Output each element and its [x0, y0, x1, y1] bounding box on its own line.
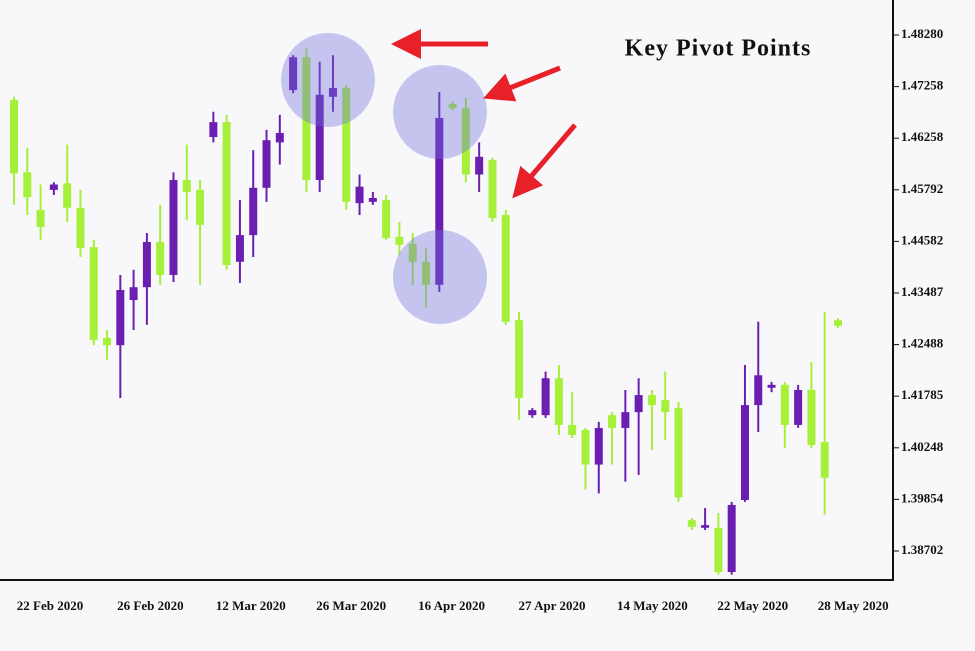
candle-body — [554, 378, 563, 425]
y-tick-label: 1.46258 — [901, 129, 944, 144]
candle-body — [116, 290, 125, 346]
x-tick-label: 12 Mar 2020 — [216, 598, 286, 613]
candle-body — [780, 384, 789, 425]
candle-body — [754, 375, 763, 406]
candle-body — [49, 184, 58, 190]
candle-body — [820, 442, 829, 478]
y-tick-label: 1.48280 — [901, 26, 943, 41]
candle-body — [608, 415, 617, 428]
candle-body — [661, 400, 670, 413]
arrows — [391, 29, 577, 199]
candle-body — [541, 378, 550, 416]
candle-body — [289, 57, 298, 91]
candle-body — [142, 241, 151, 288]
y-tick-label: 1.43487 — [901, 284, 944, 299]
candle-body — [674, 408, 683, 498]
candle-body — [488, 160, 497, 219]
candle-body — [834, 320, 842, 326]
candle-body — [740, 405, 749, 501]
candle-body — [807, 389, 816, 446]
pivot-circle — [393, 230, 487, 324]
pivot-highlights — [281, 33, 487, 324]
candle-body — [528, 410, 537, 416]
chart-title: Key Pivot Points — [625, 36, 812, 62]
x-tick-label: 22 May 2020 — [717, 598, 788, 613]
candle-body — [515, 320, 524, 399]
candle-body — [767, 384, 776, 388]
arrow — [512, 123, 577, 199]
x-tick-label: 28 May 2020 — [818, 598, 889, 613]
pivot-circle — [281, 33, 375, 127]
candle-body — [36, 209, 45, 227]
x-tick-label: 27 Apr 2020 — [519, 598, 586, 613]
candle-body — [408, 243, 417, 262]
candle-body — [568, 424, 577, 435]
candle-body — [621, 412, 630, 428]
plot-area — [10, 48, 842, 575]
x-tick-label: 26 Feb 2020 — [117, 598, 183, 613]
candle-body — [794, 389, 803, 425]
y-tick-label: 1.38702 — [901, 542, 943, 557]
candle-body — [395, 236, 404, 245]
y-tick-label: 1.44582 — [901, 232, 943, 247]
candle-body — [63, 183, 72, 208]
candle-body — [302, 57, 311, 181]
candle-body — [475, 156, 484, 175]
y-tick-label: 1.45792 — [901, 181, 943, 196]
candle-body — [435, 117, 444, 285]
candle-body — [342, 88, 351, 202]
candle-body — [23, 172, 32, 198]
candle-body — [196, 189, 205, 225]
candle-body — [10, 99, 18, 174]
candle-body — [182, 180, 191, 193]
candle-body — [275, 132, 284, 143]
y-tick-label: 1.47258 — [901, 78, 944, 93]
x-tick-label: 14 May 2020 — [617, 598, 688, 613]
x-tick-label: 26 Mar 2020 — [316, 598, 386, 613]
candle-body — [714, 527, 723, 572]
candle-body — [328, 88, 337, 97]
candle-body — [647, 395, 656, 406]
candle-body — [727, 504, 736, 572]
x-tick-label: 16 Apr 2020 — [418, 598, 485, 613]
candle-body — [594, 427, 603, 465]
pivot-circle — [393, 65, 487, 159]
candle-body — [209, 122, 218, 138]
candle-body — [461, 108, 470, 175]
candle-body — [222, 122, 231, 266]
arrow — [483, 65, 561, 102]
candle-body — [129, 287, 138, 301]
candle-body — [581, 429, 590, 465]
y-tick-label: 1.42488 — [901, 336, 944, 351]
candle-body — [448, 104, 457, 109]
candle-body — [368, 197, 377, 202]
candle-body — [103, 337, 112, 346]
candle-body — [169, 180, 178, 275]
y-tick-label: 1.40248 — [901, 439, 944, 454]
candle-body — [249, 187, 258, 236]
candle-body — [382, 200, 391, 239]
y-tick-label: 1.41785 — [901, 387, 944, 402]
candle-body — [262, 140, 271, 188]
candle-body — [687, 520, 696, 527]
candle-body — [701, 525, 710, 528]
candle-body — [355, 186, 364, 204]
candle-body — [315, 94, 324, 181]
y-tick-label: 1.39854 — [901, 490, 944, 505]
candle-body — [501, 215, 510, 322]
candle-body — [76, 207, 85, 249]
candle-body — [235, 235, 244, 262]
candle-body — [422, 261, 430, 285]
candle-body — [634, 395, 643, 413]
candle-body — [156, 241, 165, 275]
candle-body — [89, 247, 98, 340]
x-tick-label: 22 Feb 2020 — [17, 598, 83, 613]
